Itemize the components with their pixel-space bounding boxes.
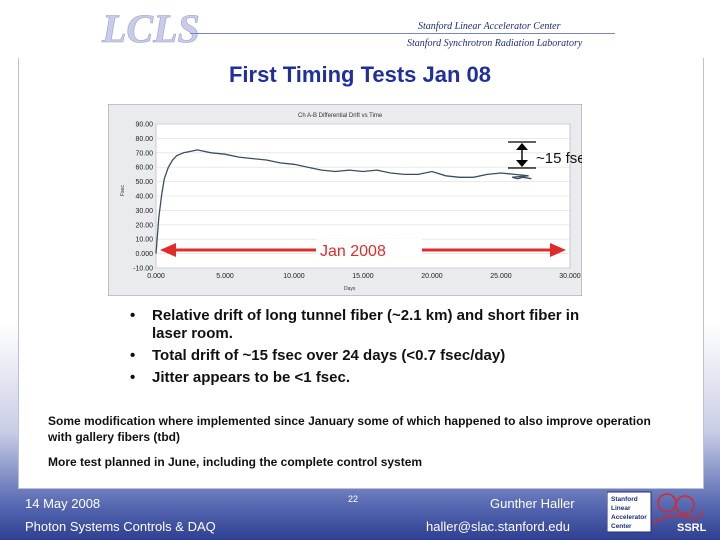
x-tick-label: 10.000 bbox=[283, 273, 305, 280]
svg-text:Stanford: Stanford bbox=[611, 496, 638, 503]
svg-text:Center: Center bbox=[611, 523, 632, 530]
fsec-bracket: ~15 fsec bbox=[508, 141, 582, 169]
svg-text:Accelerator: Accelerator bbox=[611, 514, 647, 521]
y-axis-label: Fsec bbox=[120, 185, 126, 196]
x-tick-label: 15.000 bbox=[352, 273, 374, 280]
chart-title: Ch A-B Differential Drift vs Time bbox=[298, 113, 383, 119]
bullet-list: Relative drift of long tunnel fiber (~2.… bbox=[130, 307, 600, 391]
header-line-2: Stanford Synchrotron Radiation Laborator… bbox=[407, 38, 583, 49]
annotation-jan-2008: Jan 2008 bbox=[320, 243, 386, 260]
footer-project: Photon Systems Controls & DAQ bbox=[25, 519, 216, 534]
annotation-15-fsec: ~15 fsec bbox=[536, 150, 582, 167]
y-tick-label: 30.00 bbox=[135, 208, 153, 215]
lcls-logo-text: LCLS bbox=[101, 6, 200, 50]
y-tick-label: 20.00 bbox=[135, 222, 153, 229]
svg-text:Linear: Linear bbox=[611, 505, 631, 512]
footer-email: haller@slac.stanford.edu bbox=[426, 519, 570, 534]
x-tick-label: 20.000 bbox=[421, 273, 443, 280]
slide-number: 22 bbox=[348, 494, 359, 504]
span-arrow: Jan 2008 bbox=[160, 239, 566, 261]
footer-date: 14 May 2008 bbox=[25, 496, 101, 511]
y-tick-label: 80.00 bbox=[135, 136, 153, 143]
x-tick-label: 0.000 bbox=[147, 273, 165, 280]
page-title: First Timing Tests Jan 08 bbox=[228, 62, 492, 87]
y-tick-label: 60.00 bbox=[135, 165, 153, 172]
ssrl-logo: Stanford Linear Accelerator Center SSRL bbox=[607, 491, 707, 534]
y-tick-label: 70.00 bbox=[135, 150, 153, 157]
x-tick-label: 5.000 bbox=[216, 273, 234, 280]
note-modification: Some modification where implemented sinc… bbox=[48, 414, 651, 444]
y-tick-label: 10.00 bbox=[135, 237, 153, 244]
header-line-1: Stanford Linear Accelerator Center bbox=[418, 21, 561, 32]
y-tick-labels: -10.00 0.000 10.00 20.00 30.00 40.00 50.00 60.0… bbox=[133, 122, 153, 273]
note-planned-tests: More test planned in June, including the… bbox=[48, 455, 423, 469]
x-tick-labels: 0.000 5.000 10.000 15.000 20.000 25.000 30.000 bbox=[147, 273, 581, 280]
y-tick-label: 40.00 bbox=[135, 194, 153, 201]
x-axis-label: Days bbox=[344, 286, 356, 292]
slide-header: LCLS Stanford Linear Accelerator Center … bbox=[0, 0, 720, 60]
y-tick-label: -10.00 bbox=[133, 266, 153, 273]
ssrl-label: SSRL bbox=[677, 522, 707, 534]
y-tick-label: 0.000 bbox=[135, 251, 153, 258]
bullet-item: Jitter appears to be <1 fsec. bbox=[130, 369, 600, 387]
x-tick-label: 30.000 bbox=[559, 273, 581, 280]
drift-series-line bbox=[155, 149, 532, 254]
x-tick-label: 25.000 bbox=[490, 273, 512, 280]
footer-author: Gunther Haller bbox=[490, 496, 575, 511]
header-rule bbox=[190, 33, 615, 34]
bullet-item: Relative drift of long tunnel fiber (~2.… bbox=[130, 307, 600, 343]
drift-chart: Ch A-B Differential Drift vs Time -10.00… bbox=[108, 104, 582, 296]
bullet-item: Total drift of ~15 fsec over 24 days (<0… bbox=[130, 347, 600, 365]
y-tick-label: 90.00 bbox=[135, 122, 153, 129]
lcls-logo: LCLS bbox=[101, 6, 200, 50]
y-tick-label: 50.00 bbox=[135, 179, 153, 186]
